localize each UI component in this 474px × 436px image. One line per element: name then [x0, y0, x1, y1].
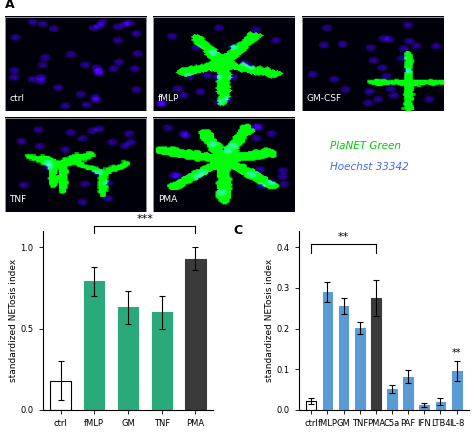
Text: ctrl: ctrl — [9, 94, 24, 103]
Bar — [50, 381, 71, 410]
Bar — [152, 312, 172, 410]
Y-axis label: standardized NETosis index: standardized NETosis index — [9, 259, 18, 382]
Bar — [185, 259, 206, 410]
Bar — [371, 298, 381, 410]
Bar — [154, 17, 295, 112]
Bar — [118, 307, 138, 410]
Y-axis label: standardized NETosis index: standardized NETosis index — [264, 259, 273, 382]
Text: A: A — [5, 0, 14, 11]
Text: PlaNET Green: PlaNET Green — [330, 141, 401, 151]
Bar — [84, 282, 104, 410]
Text: ***: *** — [137, 214, 153, 224]
Text: C: C — [234, 224, 243, 237]
Text: GM-CSF: GM-CSF — [307, 94, 342, 103]
Bar — [306, 401, 316, 410]
Text: **: ** — [452, 348, 461, 358]
Bar — [387, 389, 397, 410]
Bar — [436, 402, 446, 410]
Bar — [322, 292, 332, 410]
Bar — [154, 118, 295, 212]
Bar — [302, 17, 444, 112]
Text: TNF: TNF — [9, 194, 27, 204]
Text: PMA: PMA — [158, 194, 177, 204]
Bar — [5, 17, 146, 112]
Bar — [419, 405, 429, 410]
Bar — [5, 118, 146, 212]
Bar — [403, 377, 413, 410]
Bar — [452, 371, 462, 410]
Text: **: ** — [338, 232, 349, 242]
Bar — [355, 328, 365, 410]
Text: Hoechst 33342: Hoechst 33342 — [330, 162, 409, 172]
Bar — [339, 306, 348, 410]
Text: fMLP: fMLP — [158, 94, 179, 103]
